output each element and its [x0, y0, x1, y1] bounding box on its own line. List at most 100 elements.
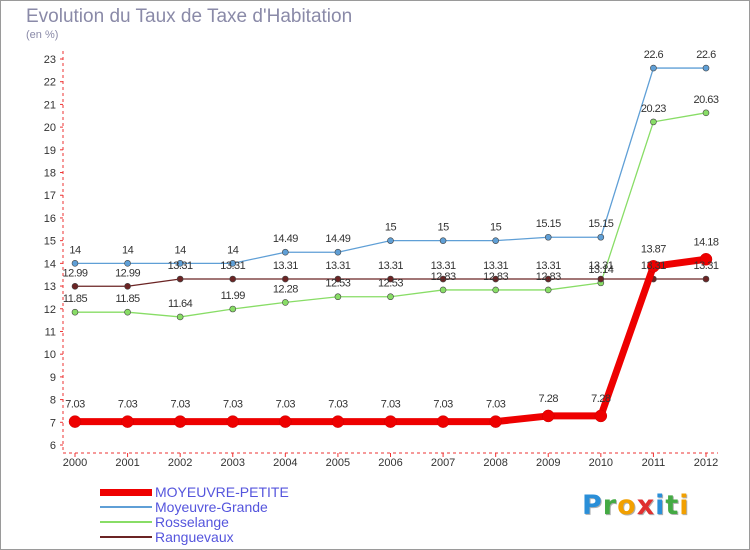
y-tick-label: 14: [44, 258, 56, 270]
data-label: 11.99: [221, 290, 246, 302]
legend-label: Rosselange: [155, 514, 229, 530]
data-label: 15: [385, 222, 397, 234]
chart-title: Evolution du Taux de Taxe d'Habitation: [26, 6, 353, 27]
data-point: [387, 275, 394, 283]
y-tick-label: 15: [44, 236, 56, 248]
data-point: [702, 109, 710, 117]
data-point: [71, 260, 79, 267]
data-point: [699, 253, 713, 266]
x-tick-label: 2009: [536, 457, 560, 469]
data-point: [229, 275, 237, 283]
y-tick-label: 11: [45, 326, 56, 338]
data-label: 12.83: [483, 271, 508, 283]
y-tick-label: 20: [44, 122, 56, 134]
y-tick-label: 6: [50, 440, 56, 452]
legend-label: Ranguevaux: [155, 529, 234, 545]
data-label: 7.03: [65, 399, 85, 411]
data-point: [124, 260, 131, 267]
data-label: 7.03: [223, 399, 243, 411]
data-label: 15.15: [588, 218, 613, 230]
data-point: [544, 275, 552, 283]
series-line-moyeuvre-grande: [74, 67, 707, 265]
data-point: [492, 286, 499, 294]
data-point: [439, 286, 447, 294]
data-point: [647, 260, 660, 273]
data-label: 7.28: [591, 393, 611, 405]
data-point: [650, 64, 657, 72]
data-point: [597, 233, 605, 241]
data-point: [702, 64, 710, 72]
data-label: 14.18: [693, 236, 718, 248]
x-tick-label: 2004: [273, 457, 297, 469]
y-tick-label: 13: [44, 281, 56, 293]
data-label: 13.14: [588, 264, 613, 276]
data-point: [279, 415, 292, 428]
data-label: 13.31: [273, 260, 298, 272]
x-tick-label: 2001: [115, 457, 139, 469]
data-point: [229, 260, 237, 267]
legend-label: MOYEUVRE-PETITE: [155, 484, 289, 500]
x-tick-label: 2003: [221, 457, 245, 469]
y-tick-label: 7: [50, 417, 56, 429]
data-point: [439, 237, 447, 244]
data-point: [121, 415, 134, 428]
y-tick-label: 16: [44, 213, 56, 225]
y-tick-label: 9: [50, 372, 56, 384]
data-point: [176, 275, 184, 283]
y-tick-label: 22: [44, 77, 56, 89]
x-tick-label: 2002: [168, 457, 192, 469]
y-tick-label: 17: [44, 190, 56, 202]
data-label: 7.03: [170, 399, 190, 411]
y-tick-label: 19: [44, 145, 56, 157]
data-label: 12.99: [115, 267, 140, 279]
data-label: 13.31: [325, 260, 350, 272]
x-tick-label: 2008: [483, 457, 507, 469]
data-point: [489, 415, 502, 428]
y-tick-label: 8: [50, 395, 56, 407]
data-label: 12.83: [536, 271, 561, 283]
x-tick-label: 2007: [431, 457, 455, 469]
data-label: 20.63: [693, 94, 718, 106]
x-tick-label: 2010: [589, 457, 613, 469]
data-label: 13.31: [220, 260, 245, 272]
y-tick-label: 10: [44, 349, 56, 361]
data-label: 14: [69, 244, 81, 256]
y-tick-label: 23: [44, 54, 56, 66]
data-point: [331, 415, 345, 428]
data-label: 15: [437, 222, 449, 234]
data-point: [594, 409, 608, 423]
data-point: [492, 275, 499, 283]
legend-label: Moyeuvre-Grande: [155, 499, 268, 515]
data-point: [387, 237, 394, 244]
data-point: [176, 260, 184, 267]
data-point: [544, 286, 552, 294]
data-point: [436, 415, 450, 428]
data-label: 15: [490, 222, 502, 234]
data-label: 15.15: [536, 218, 561, 230]
data-point: [334, 293, 342, 301]
data-point: [176, 313, 184, 321]
data-point: [282, 275, 289, 283]
data-label: 7.03: [118, 399, 138, 411]
x-tick-label: 2012: [694, 457, 718, 469]
data-label: 14.49: [325, 233, 350, 245]
data-label: 7.03: [486, 399, 506, 411]
data-point: [124, 308, 131, 316]
data-label: 14.49: [273, 233, 298, 245]
legend-swatch: [100, 521, 152, 523]
data-label: 11.85: [115, 293, 140, 305]
x-tick-label: 2006: [378, 457, 402, 469]
data-label: 13.31: [693, 260, 718, 272]
data-label: 12.28: [273, 283, 298, 295]
data-point: [282, 248, 289, 256]
data-label: 22.6: [644, 49, 664, 61]
data-label: 12.53: [378, 278, 403, 290]
legend-swatch: [100, 489, 152, 496]
data-point: [282, 299, 289, 306]
data-point: [439, 275, 447, 283]
x-tick-label: 2000: [63, 457, 87, 469]
y-tick-label: 18: [44, 168, 56, 180]
chart-subtitle: (en %): [26, 29, 59, 41]
